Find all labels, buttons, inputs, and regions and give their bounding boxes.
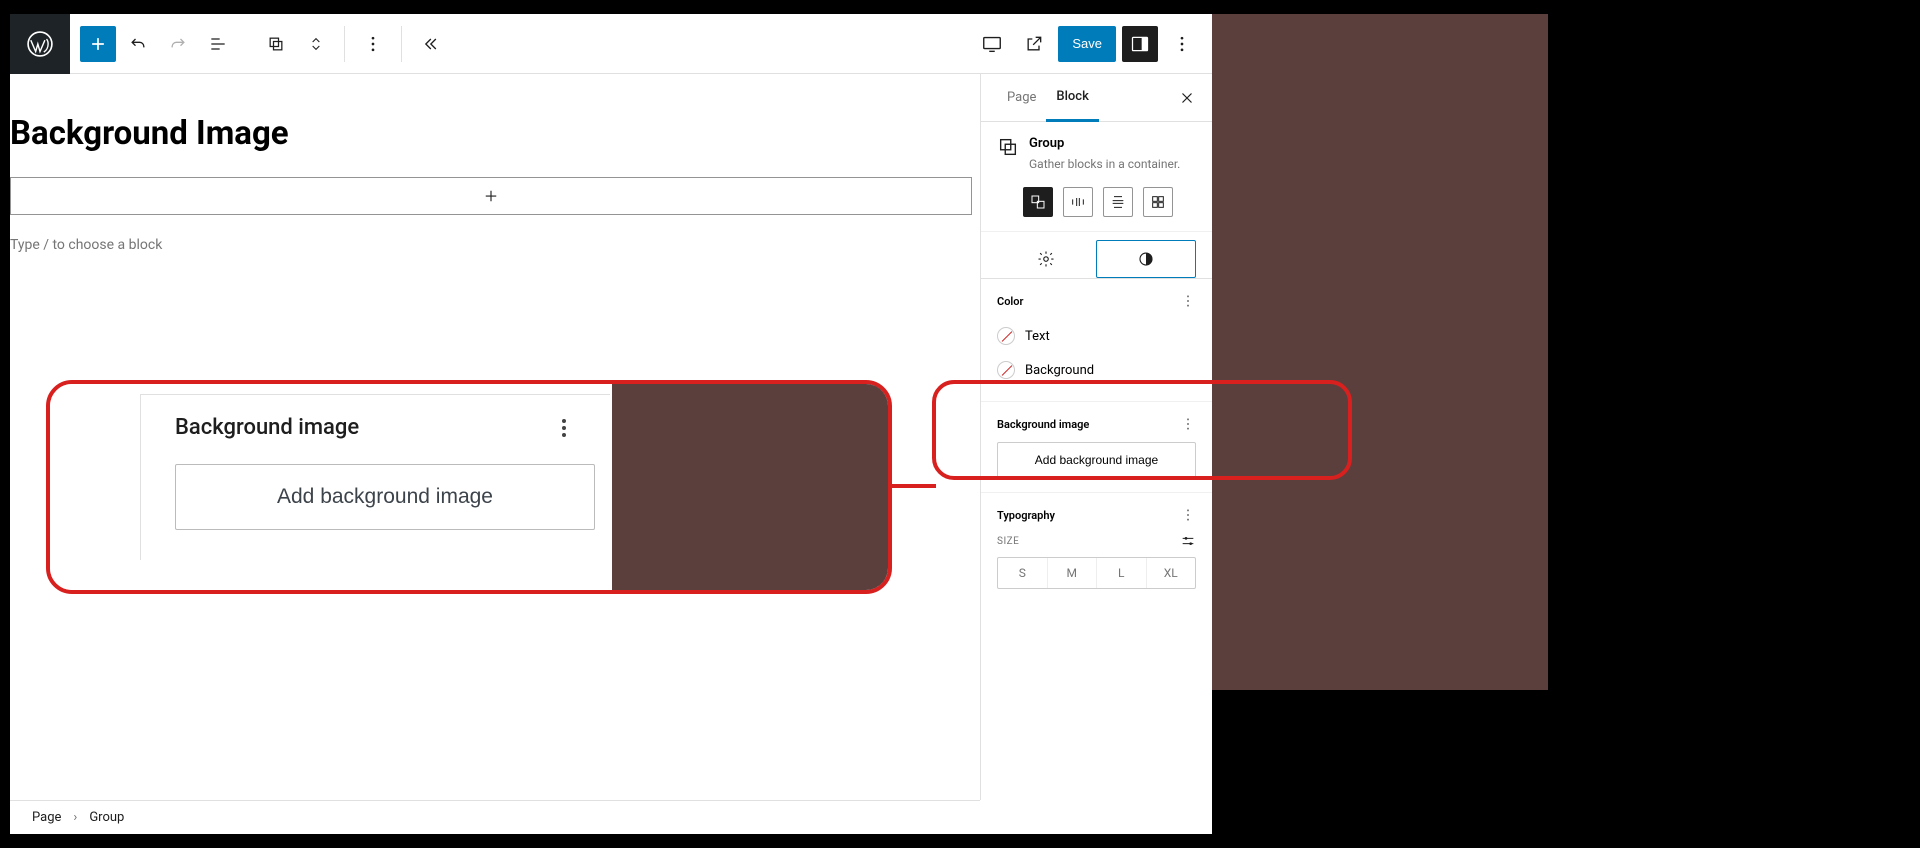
layout-group[interactable] <box>1023 187 1053 217</box>
breadcrumb-item[interactable]: Group <box>89 810 124 825</box>
color-text-label: Text <box>1025 329 1050 344</box>
panel-menu-icon[interactable] <box>552 416 576 440</box>
tab-page[interactable]: Page <box>997 74 1046 122</box>
typography-panel-title: Typography <box>997 509 1055 522</box>
move-updown-button[interactable] <box>298 26 334 62</box>
color-swatch-none-icon <box>997 361 1015 379</box>
panel-menu-icon[interactable] <box>1180 416 1196 432</box>
add-block-button[interactable] <box>80 26 116 62</box>
breadcrumb-item[interactable]: Page <box>32 810 61 825</box>
group-layout-options <box>997 187 1196 217</box>
size-m[interactable]: M <box>1047 558 1097 588</box>
block-info-panel: Group Gather blocks in a container. <box>981 122 1212 232</box>
close-sidebar-button[interactable] <box>1178 89 1196 107</box>
sliders-icon[interactable] <box>1180 533 1196 549</box>
callout-white-bg: Background image Add background image <box>50 384 612 590</box>
color-background-row[interactable]: Background <box>997 353 1196 387</box>
collapse-toolbar-button[interactable] <box>412 26 448 62</box>
plus-icon <box>482 187 500 205</box>
panel-menu-icon[interactable] <box>1180 293 1196 309</box>
layout-row[interactable] <box>1063 187 1093 217</box>
document-overview-button[interactable] <box>200 26 236 62</box>
options-menu-button[interactable] <box>1164 26 1200 62</box>
toolbar-separator <box>344 26 345 62</box>
group-block-icon <box>997 136 1019 158</box>
sidebar-tabs: Page Block <box>981 74 1212 122</box>
block-breadcrumb: Page › Group <box>10 800 980 834</box>
font-size-selector: S M L XL <box>997 557 1196 589</box>
annotation-connector <box>888 484 936 488</box>
color-panel-title: Color <box>997 295 1023 308</box>
toolbar-right-group: Save <box>974 26 1212 62</box>
tab-block[interactable]: Block <box>1046 74 1098 122</box>
block-description: Gather blocks in a container. <box>1029 157 1180 171</box>
callout-title: Background image <box>175 415 359 440</box>
copy-button[interactable] <box>258 26 294 62</box>
bg-image-panel-title: Background image <box>997 418 1089 431</box>
layout-stack[interactable] <box>1103 187 1133 217</box>
sidebar-subtabs <box>981 232 1212 279</box>
size-l[interactable]: L <box>1096 558 1146 588</box>
add-background-image-button[interactable]: Add background image <box>997 442 1196 478</box>
color-text-row[interactable]: Text <box>997 319 1196 353</box>
size-label: SIZE <box>997 536 1019 547</box>
external-brown-panel <box>1212 14 1548 690</box>
callout-brown-bg <box>608 384 888 590</box>
view-desktop-button[interactable] <box>974 26 1010 62</box>
settings-sidebar: Page Block Group Gather blocks in a cont… <box>980 74 1212 800</box>
subtab-styles[interactable] <box>1096 240 1197 278</box>
subtab-settings[interactable] <box>997 240 1096 278</box>
settings-sidebar-toggle[interactable] <box>1122 26 1158 62</box>
size-s[interactable]: S <box>998 558 1047 588</box>
redo-button[interactable] <box>160 26 196 62</box>
layout-grid[interactable] <box>1143 187 1173 217</box>
annotation-callout: Background image Add background image <box>46 380 892 594</box>
toolbar-left-group <box>70 26 448 62</box>
gear-icon <box>1037 250 1055 268</box>
typography-panel: Typography SIZE S M L XL <box>981 493 1212 603</box>
size-xl[interactable]: XL <box>1146 558 1196 588</box>
chevron-right-icon: › <box>73 810 77 825</box>
toolbar-separator <box>401 26 402 62</box>
background-image-panel: Background image Add background image <box>981 402 1212 493</box>
callout-add-bg-button[interactable]: Add background image <box>175 464 595 530</box>
styles-icon <box>1137 250 1155 268</box>
color-panel: Color Text Background <box>981 279 1212 402</box>
block-options-button[interactable] <box>355 26 391 62</box>
color-background-label: Background <box>1025 363 1094 378</box>
open-external-button[interactable] <box>1016 26 1052 62</box>
block-title: Group <box>1029 136 1180 151</box>
color-swatch-none-icon <box>997 327 1015 345</box>
save-button[interactable]: Save <box>1058 26 1116 62</box>
wordpress-logo[interactable] <box>10 14 70 74</box>
panel-menu-icon[interactable] <box>1180 507 1196 523</box>
editor-topbar: Save <box>10 14 1212 74</box>
undo-button[interactable] <box>120 26 156 62</box>
empty-group-block[interactable] <box>10 177 972 215</box>
